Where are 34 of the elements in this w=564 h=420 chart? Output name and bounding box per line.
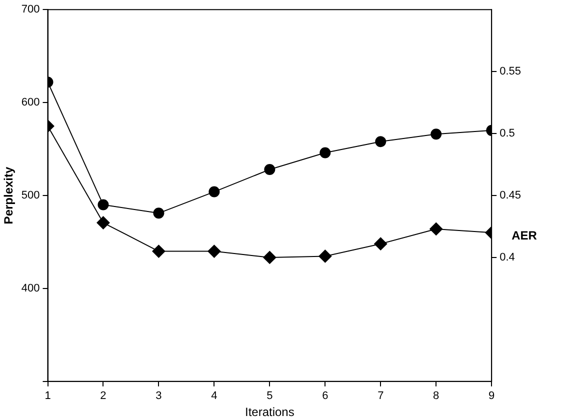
point xyxy=(152,244,166,258)
point xyxy=(375,136,386,148)
y-tick-label: 500 xyxy=(21,190,40,202)
point xyxy=(96,216,110,230)
y-tick-label: 700 xyxy=(21,4,40,16)
y2-tick-label: 0.5 xyxy=(500,128,515,140)
point xyxy=(208,244,221,258)
point xyxy=(318,250,332,263)
x-tick-label: 4 xyxy=(211,390,218,402)
y2-axis-title: AER xyxy=(512,228,538,243)
x-tick-label: 5 xyxy=(266,390,273,402)
point xyxy=(98,199,109,210)
x-tick-label: 7 xyxy=(378,390,384,402)
x-axis-title: Iterations xyxy=(244,405,294,420)
y-tick-label: 400 xyxy=(21,282,40,294)
y-axis-title: Perplexity xyxy=(2,166,16,224)
y2-tick-label: 0.4 xyxy=(500,252,515,264)
x-tick-label: 8 xyxy=(433,390,440,402)
y2-tick-label: 0.45 xyxy=(500,190,522,202)
point xyxy=(153,208,164,219)
x-tick-label: 1 xyxy=(44,390,51,402)
y-tick-label: 600 xyxy=(21,96,40,109)
point xyxy=(264,164,276,175)
point xyxy=(320,147,331,158)
point xyxy=(208,186,220,198)
point xyxy=(263,250,276,264)
point xyxy=(430,128,442,140)
point xyxy=(374,237,388,250)
y2-tick-label: 0.55 xyxy=(500,66,522,78)
x-tick-label: 2 xyxy=(100,390,106,402)
x-tick-label: 6 xyxy=(322,390,328,402)
x-tick-label: 3 xyxy=(156,390,162,402)
point xyxy=(430,222,443,236)
x-tick-label: 9 xyxy=(488,390,495,402)
